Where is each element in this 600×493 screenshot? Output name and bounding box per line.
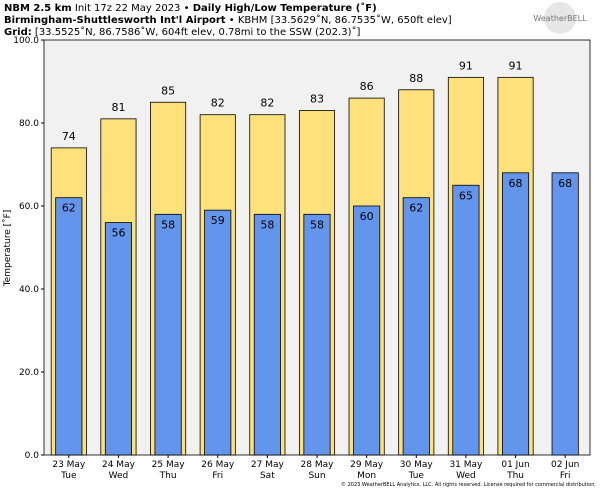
low-label: 65 bbox=[459, 189, 473, 202]
low-label: 68 bbox=[509, 177, 523, 190]
low-bar bbox=[402, 197, 430, 456]
y-tick-label: 100.0 bbox=[13, 36, 39, 46]
x-tick-weekday: Wed bbox=[456, 471, 476, 481]
x-tick-weekday: Tue bbox=[60, 471, 77, 481]
x-tick-label: 25 May bbox=[152, 460, 186, 470]
logo-mark bbox=[544, 2, 576, 34]
low-label: 58 bbox=[310, 218, 324, 231]
low-bar bbox=[452, 184, 480, 456]
x-tick-weekday: Sun bbox=[308, 471, 325, 481]
grid-info: [33.5525˚N, 86.7586˚W, 604ft elev, 0.78m… bbox=[35, 26, 361, 38]
low-bar bbox=[154, 213, 182, 456]
grid-label: Grid: bbox=[4, 27, 32, 38]
y-tick-label: 80.0 bbox=[19, 119, 39, 129]
low-bar bbox=[353, 205, 381, 456]
station: Birmingham-Shuttlesworth Int'l Airport bbox=[4, 15, 226, 26]
station-info: • KBHM [33.5629˚N, 86.7535˚W, 650ft elev… bbox=[229, 14, 452, 26]
y-tick-label: 40.0 bbox=[19, 285, 39, 295]
x-tick-label: 28 May bbox=[301, 460, 335, 470]
model: NBM 2.5 km bbox=[4, 3, 72, 14]
y-tick-label: 60.0 bbox=[19, 202, 39, 212]
x-tick-weekday: Thu bbox=[159, 471, 177, 481]
low-label: 59 bbox=[211, 214, 225, 227]
x-tick-label: 24 May bbox=[102, 460, 136, 470]
high-label: 83 bbox=[310, 93, 324, 106]
y-axis-label: Temperature [˚F] bbox=[2, 210, 13, 288]
high-label: 88 bbox=[409, 72, 423, 85]
low-label: 60 bbox=[360, 210, 374, 223]
low-bar bbox=[104, 222, 133, 456]
header-line-3: Grid: [33.5525˚N, 86.7586˚W, 604ft elev,… bbox=[4, 26, 360, 38]
low-label: 62 bbox=[409, 202, 423, 215]
low-label: 58 bbox=[161, 218, 175, 231]
x-tick-weekday: Fri bbox=[560, 471, 571, 481]
x-tick-weekday: Tue bbox=[408, 471, 425, 481]
x-tick-label: 02 Jun bbox=[551, 460, 579, 470]
x-tick-weekday: Sat bbox=[260, 471, 275, 481]
y-tick-label: 0.0 bbox=[25, 451, 40, 461]
y-tick-label: 20.0 bbox=[19, 368, 39, 378]
x-tick-label: 27 May bbox=[251, 460, 285, 470]
low-bar bbox=[253, 213, 281, 456]
high-label: 91 bbox=[509, 59, 523, 72]
x-tick-label: 23 May bbox=[52, 460, 86, 470]
logo: WeatherBELL bbox=[533, 14, 587, 23]
footer: © 2023 WeatherBELL Analytics, LLC. All r… bbox=[341, 481, 596, 488]
low-bar bbox=[501, 172, 530, 456]
header-line-1: NBM 2.5 km Init 17z 22 May 2023 • Daily … bbox=[4, 2, 377, 14]
init: Init 17z 22 May 2023 • bbox=[75, 3, 190, 14]
x-tick-label: 26 May bbox=[201, 460, 235, 470]
high-label: 74 bbox=[62, 130, 76, 143]
low-label: 58 bbox=[260, 218, 274, 231]
header-line-2: Birmingham-Shuttlesworth Int'l Airport •… bbox=[4, 14, 452, 26]
low-label: 62 bbox=[62, 202, 76, 215]
high-label: 82 bbox=[260, 97, 274, 110]
high-label: 81 bbox=[111, 101, 125, 114]
low-label: 56 bbox=[111, 227, 125, 240]
high-label: 86 bbox=[360, 80, 374, 93]
chart-title: Daily High/Low Temperature (˚F) bbox=[193, 2, 377, 14]
x-tick-weekday: Wed bbox=[109, 471, 129, 481]
high-label: 82 bbox=[211, 97, 225, 110]
x-tick-weekday: Thu bbox=[506, 471, 524, 481]
low-label: 68 bbox=[558, 177, 572, 190]
x-tick-weekday: Mon bbox=[357, 471, 376, 481]
low-bar bbox=[204, 209, 232, 456]
high-label: 91 bbox=[459, 59, 473, 72]
x-tick-label: 29 May bbox=[350, 460, 384, 470]
low-bar bbox=[55, 197, 83, 456]
low-bar bbox=[303, 213, 331, 456]
high-label: 85 bbox=[161, 84, 175, 97]
x-tick-label: 30 May bbox=[400, 460, 434, 470]
x-tick-label: 01 Jun bbox=[501, 460, 529, 470]
x-tick-label: 31 May bbox=[449, 460, 483, 470]
low-bar bbox=[551, 172, 579, 456]
x-tick-weekday: Fri bbox=[212, 471, 223, 481]
